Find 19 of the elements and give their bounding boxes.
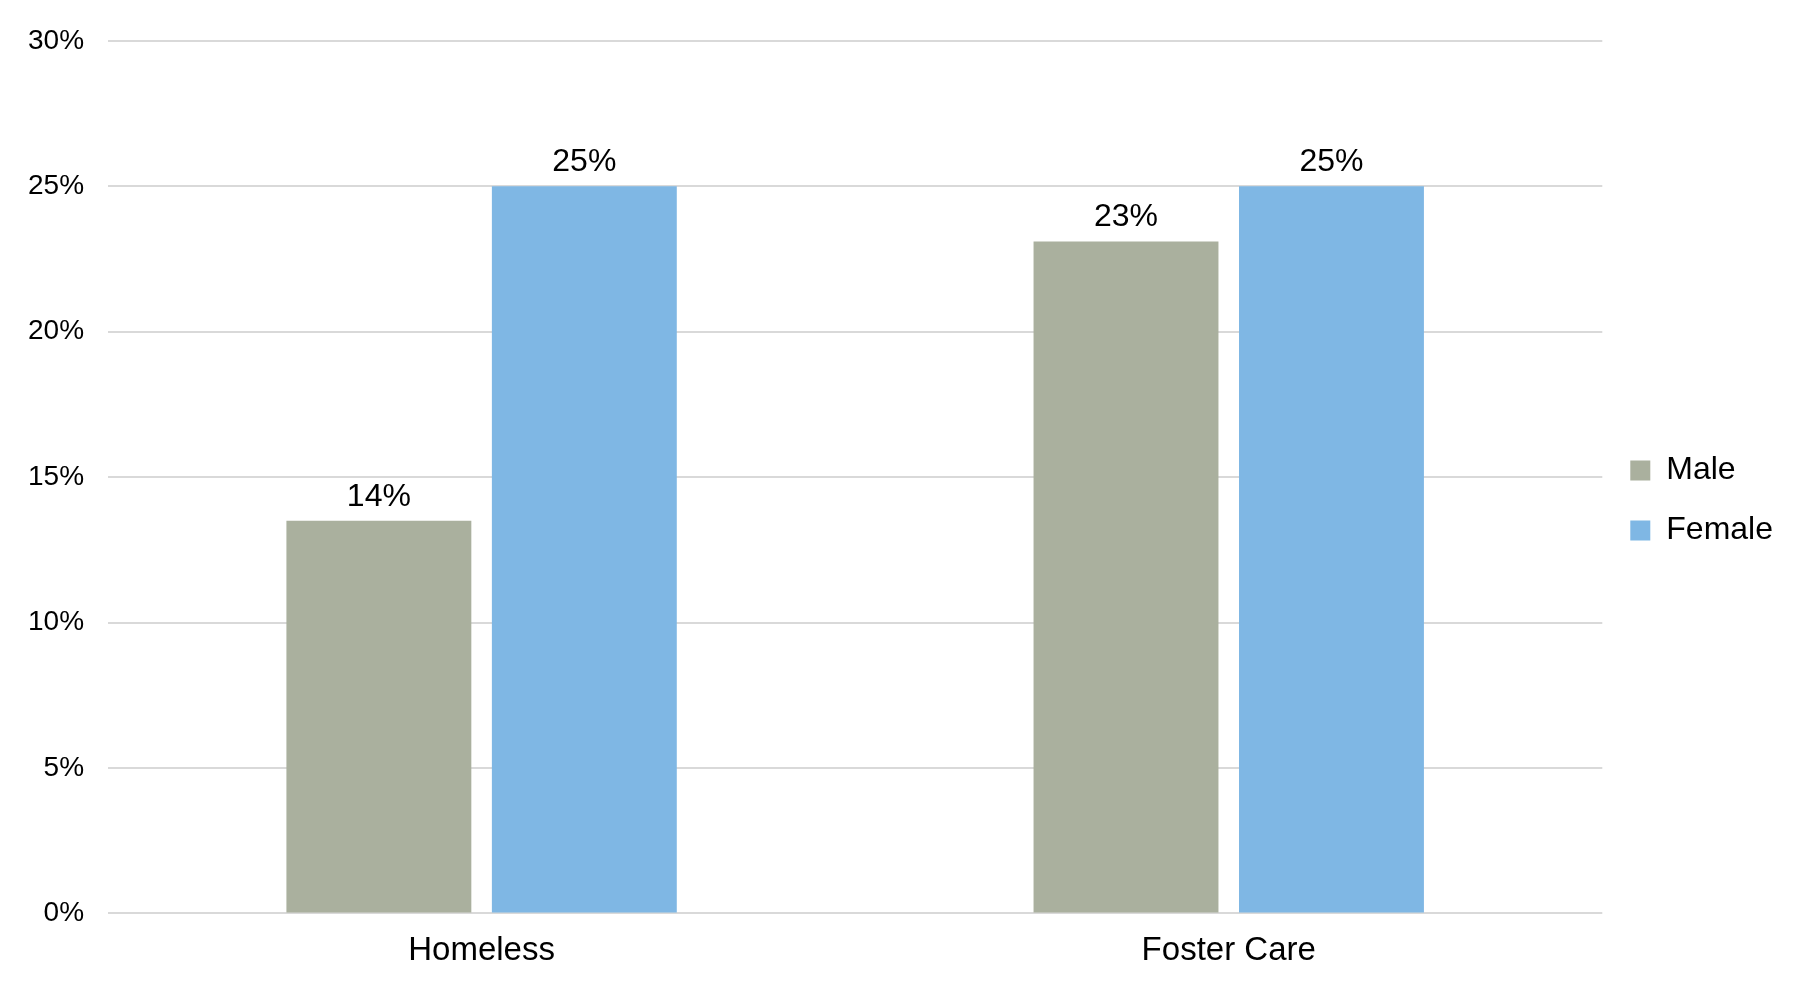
bar <box>1033 241 1219 913</box>
y-tick-label: 5% <box>43 750 85 782</box>
y-tick-label: 30% <box>27 23 85 55</box>
data-label: 23% <box>1093 197 1159 234</box>
y-tick-label: 10% <box>27 605 85 637</box>
x-tick-label: Foster Care <box>1141 930 1316 968</box>
x-tick-label: Homeless <box>408 930 555 968</box>
legend-label: Male <box>1666 450 1736 487</box>
legend-label: Female <box>1666 510 1773 547</box>
y-tick-label: 20% <box>27 314 85 346</box>
bar <box>286 520 472 913</box>
data-label: 25% <box>552 142 617 179</box>
data-label: 14% <box>346 476 411 513</box>
bar <box>1239 186 1424 913</box>
y-tick-label: 0% <box>43 896 85 928</box>
y-tick-label: 25% <box>27 168 85 200</box>
y-tick-label: 15% <box>27 459 85 491</box>
bar <box>491 186 677 913</box>
data-label: 25% <box>1299 142 1364 179</box>
